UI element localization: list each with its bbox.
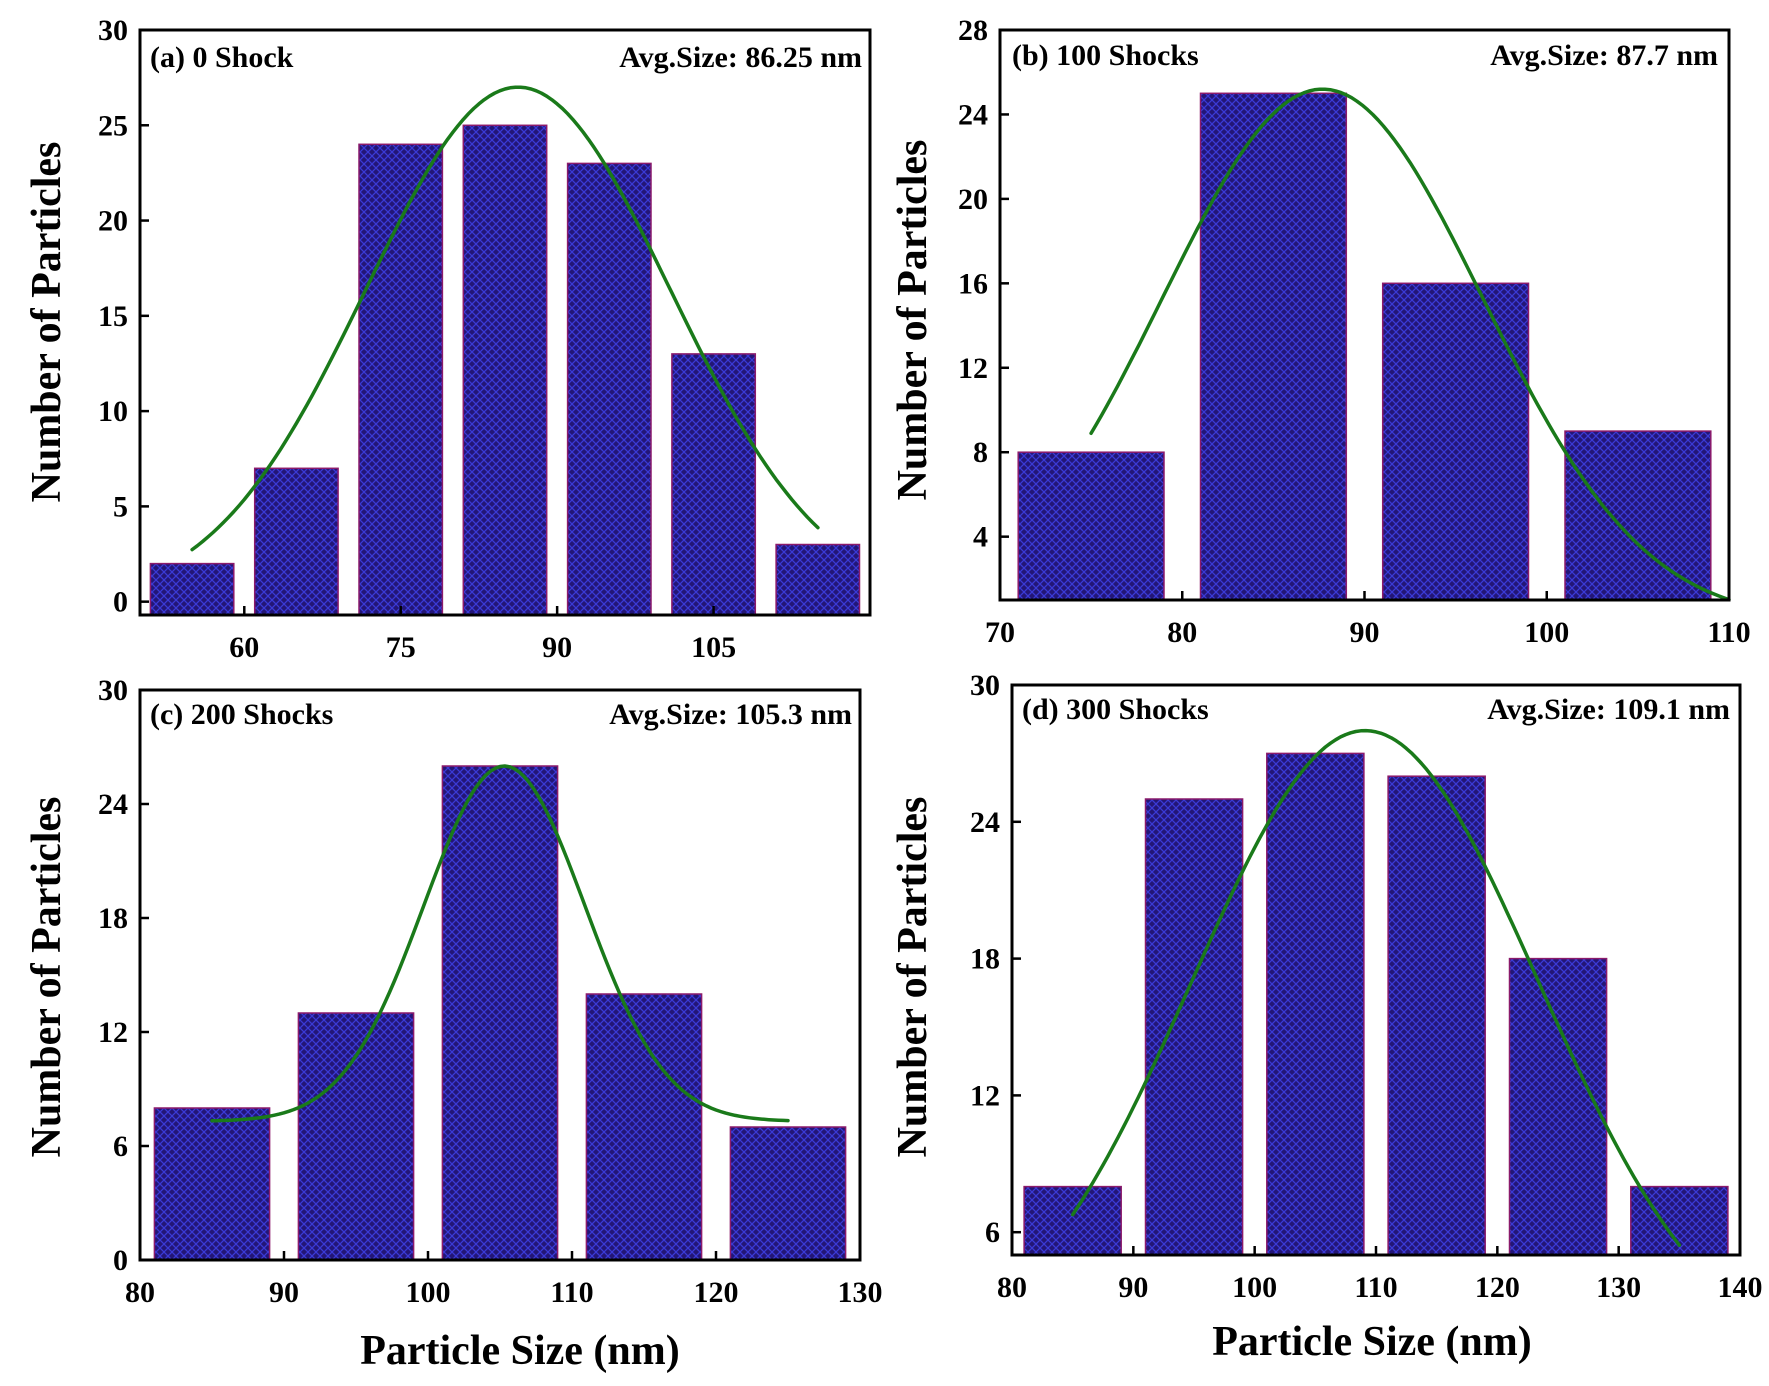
y-tick-label: 24	[970, 806, 1000, 839]
x-tick-label: 130	[838, 1276, 883, 1309]
x-tick-label: 80	[1167, 616, 1197, 649]
avg-size-annotation: Avg.Size: 105.3 nm	[609, 698, 852, 731]
gaussian-fit-line	[190, 85, 820, 552]
panel-title: (c) 200 Shocks	[150, 698, 333, 731]
plot-frame	[1010, 683, 1742, 1257]
x-tick-label: 120	[694, 1276, 739, 1309]
histogram-bar	[1199, 92, 1348, 601]
panel-c: Number of Particles 80 90 100 110 120 130 0 6 12…	[24, 674, 883, 1374]
x-tick-label: 110	[550, 1276, 593, 1309]
y-axis-label: Number of Particles	[890, 797, 936, 1158]
gaussian-fit-line	[1089, 87, 1731, 602]
panel-title: (d) 300 Shocks	[1022, 693, 1209, 726]
y-tick-label: 15	[98, 300, 128, 333]
x-tick-label: 70	[985, 616, 1015, 649]
y-tick-label: 18	[98, 902, 128, 935]
histogram-bar	[585, 993, 703, 1261]
histogram-bar	[1017, 451, 1165, 601]
plot-frame	[138, 688, 862, 1262]
y-tick-label: 18	[970, 943, 1000, 976]
histogram-bar	[729, 1126, 847, 1261]
x-tick-label: 140	[1718, 1271, 1763, 1304]
x-tick-label: 130	[1596, 1271, 1641, 1304]
avg-size-annotation: Avg.Size: 87.7 nm	[1490, 39, 1718, 72]
x-tick-label: 110	[1354, 1271, 1397, 1304]
histogram-bar	[1564, 430, 1712, 601]
y-tick-label: 12	[958, 352, 988, 385]
histogram-bar	[441, 765, 559, 1261]
y-tick-label: 0	[113, 1244, 128, 1277]
y-axis-label: Number of Particles	[24, 797, 70, 1158]
histogram-bar	[671, 353, 757, 616]
panel-d: Number of Particles 80 90 100 110 120 130 140 6…	[890, 669, 1763, 1365]
histogram-bar	[1144, 798, 1244, 1256]
plot-frame	[998, 28, 1731, 602]
plot-frame	[138, 28, 872, 617]
gaussian-fit-line	[1070, 728, 1682, 1247]
x-tick-label: 100	[406, 1276, 451, 1309]
x-tick-label: 90	[1350, 616, 1380, 649]
histogram-bar	[1266, 752, 1365, 1256]
y-tick-label: 12	[970, 1079, 1000, 1112]
y-tick-label: 5	[113, 490, 128, 523]
avg-size-annotation: Avg.Size: 86.25 nm	[619, 41, 862, 74]
histogram-bar	[1387, 775, 1486, 1256]
histogram-bar	[1381, 282, 1530, 601]
x-tick-label: 100	[1232, 1271, 1277, 1304]
y-tick-label: 6	[113, 1130, 128, 1163]
y-tick-label: 10	[98, 395, 128, 428]
y-tick-label: 6	[985, 1216, 1000, 1249]
y-tick-label: 30	[98, 14, 128, 47]
y-tick-label: 28	[958, 14, 988, 47]
x-tick-label: 80	[125, 1276, 155, 1309]
x-tick-label: 100	[1524, 616, 1569, 649]
histogram-bar	[775, 543, 861, 616]
y-tick-label: 30	[98, 674, 128, 707]
x-tick-label: 90	[269, 1276, 299, 1309]
y-tick-label: 25	[98, 109, 128, 142]
x-tick-label: 90	[542, 631, 572, 664]
gaussian-fit-line	[210, 764, 790, 1123]
y-axis-label: Number of Particles	[890, 140, 936, 501]
panel-b: Number of Particles 70 80 90 100 110 4 8 12 16 20…	[890, 14, 1751, 649]
y-tick-label: 30	[970, 669, 1000, 702]
panel-a: Number of Particles 60 75 90 105 0 5 10 15 20 25 3…	[24, 14, 872, 664]
avg-size-annotation: Avg.Size: 109.1 nm	[1487, 693, 1730, 726]
histogram-bar	[462, 124, 548, 616]
histogram-bar	[297, 1012, 415, 1261]
y-axis-label: Number of Particles	[24, 142, 70, 503]
x-tick-label: 75	[386, 631, 416, 664]
x-tick-label: 60	[229, 631, 259, 664]
x-axis-label: Particle Size (nm)	[1212, 1319, 1532, 1365]
x-tick-label: 105	[691, 631, 736, 664]
histogram-bar	[566, 162, 652, 616]
x-tick-label: 80	[997, 1271, 1027, 1304]
x-axis-label: Particle Size (nm)	[360, 1328, 680, 1374]
y-tick-label: 20	[958, 183, 988, 216]
histogram-bar	[149, 562, 235, 616]
x-tick-label: 110	[1707, 616, 1750, 649]
histogram-bar	[253, 467, 339, 616]
y-tick-label: 8	[973, 436, 988, 469]
histogram-bar	[1508, 957, 1608, 1256]
panel-title: (a) 0 Shock	[150, 41, 294, 74]
panel-title: (b) 100 Shocks	[1012, 39, 1199, 72]
y-tick-label: 12	[98, 1016, 128, 1049]
histogram-bar	[358, 143, 444, 616]
y-tick-label: 24	[98, 788, 128, 821]
histogram-bar	[153, 1107, 271, 1261]
y-tick-label: 0	[113, 586, 128, 619]
y-tick-label: 24	[958, 98, 988, 131]
y-tick-label: 16	[958, 267, 988, 300]
y-tick-label: 4	[973, 521, 988, 554]
x-tick-label: 90	[1118, 1271, 1148, 1304]
histogram-bar	[1023, 1185, 1122, 1256]
y-tick-label: 20	[98, 205, 128, 238]
x-tick-label: 120	[1475, 1271, 1520, 1304]
